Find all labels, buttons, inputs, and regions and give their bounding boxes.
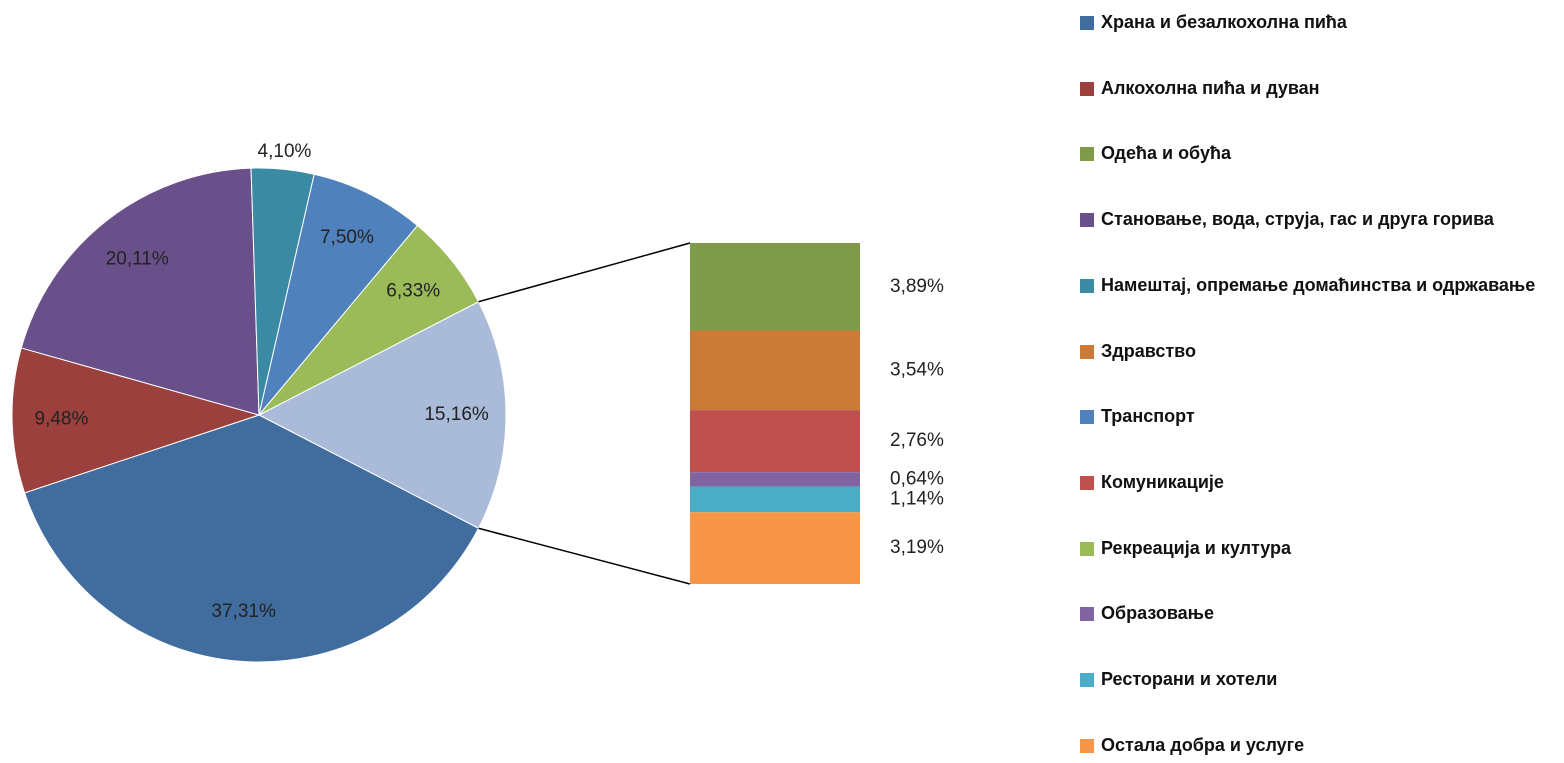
- legend-item: Образовање: [1080, 597, 1550, 630]
- bar-segment: [690, 486, 860, 513]
- bar-segment: [690, 410, 860, 473]
- legend-swatch: [1080, 475, 1094, 490]
- legend-swatch: [1080, 738, 1094, 753]
- legend-item: Транспорт: [1080, 400, 1550, 433]
- data-label: 37,31%: [211, 601, 276, 622]
- legend-label: Намештај, опремање домаћинства и одржава…: [1101, 274, 1536, 295]
- data-label: 3,54%: [890, 359, 944, 380]
- legend-item: Намештај, опремање домаћинства и одржава…: [1080, 269, 1550, 302]
- data-label: 20,11%: [106, 248, 169, 269]
- legend-item: Рекреација и култура: [1080, 532, 1550, 565]
- data-label: 6,33%: [386, 281, 440, 302]
- data-label: 1,14%: [890, 488, 944, 509]
- connector: [478, 242, 691, 303]
- legend-swatch: [1080, 213, 1094, 228]
- pie-slice: [23, 414, 480, 663]
- legend-label: Ресторани и хотели: [1101, 669, 1278, 689]
- legend-label: Храна и безалкохолна пића: [1101, 12, 1347, 32]
- legend-swatch: [1080, 673, 1094, 687]
- legend-label: Комуникације: [1101, 471, 1224, 492]
- pie-slice: [257, 301, 507, 529]
- legend-item: Одећа и обућа: [1080, 137, 1550, 170]
- legend-label: Остала добра и услуге: [1101, 734, 1305, 755]
- data-label: 0,64%: [890, 468, 944, 489]
- data-label: 15,16%: [424, 404, 489, 425]
- legend-item: Храна и безалкохолна пића: [1080, 6, 1550, 39]
- legend-label: Образовање: [1101, 603, 1215, 624]
- legend-label: Алкохолна пића и дуван: [1101, 77, 1320, 98]
- legend-item: Остала добра и услуге: [1080, 729, 1550, 762]
- legend-item: Комуникације: [1080, 466, 1550, 499]
- connector: [478, 527, 691, 585]
- legend-swatch: [1080, 607, 1094, 622]
- pie-slice: [20, 167, 260, 416]
- data-label: 4,10%: [258, 141, 312, 162]
- legend-label: Транспорт: [1101, 406, 1195, 427]
- bar-segment: [690, 330, 860, 411]
- legend-item: Здравство: [1080, 335, 1550, 368]
- legend-label: Здравство: [1101, 340, 1196, 361]
- data-label: 2,76%: [890, 430, 944, 451]
- legend-swatch: [1080, 541, 1094, 556]
- legend-item: Становање, вода, струја, гас и друга гор…: [1080, 203, 1550, 236]
- data-label: 3,89%: [890, 276, 944, 297]
- legend-label: Становање, вода, струја, гас и друга гор…: [1101, 209, 1494, 230]
- pie-slice: [258, 173, 419, 416]
- data-label: 9,48%: [35, 409, 89, 430]
- bar-segment: [690, 512, 860, 584]
- legend-swatch: [1080, 16, 1094, 30]
- legend-item: Алкохолна пића и дуван: [1080, 72, 1550, 105]
- legend-swatch: [1080, 410, 1094, 425]
- data-label: 7,50%: [320, 227, 374, 248]
- bar-segment: [690, 243, 860, 331]
- legend-swatch: [1080, 147, 1094, 162]
- legend-item: Ресторани и хотели: [1080, 663, 1550, 696]
- pie-slice: [11, 347, 261, 494]
- legend-swatch: [1080, 81, 1094, 96]
- data-label: 3,19%: [890, 537, 944, 558]
- legend-label: Рекреација и култура: [1101, 537, 1292, 558]
- pie-slice: [258, 224, 480, 416]
- legend-swatch: [1080, 278, 1094, 293]
- legend-label: Одећа и обућа: [1101, 143, 1231, 164]
- bar-segment: [690, 472, 860, 487]
- legend-swatch: [1080, 344, 1094, 359]
